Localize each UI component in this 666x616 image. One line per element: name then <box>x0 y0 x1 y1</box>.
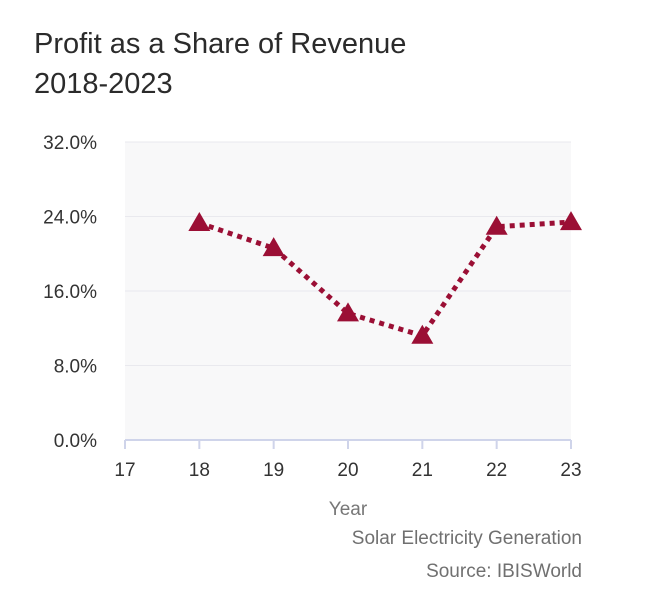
y-tick-label: 16.0% <box>43 282 97 303</box>
x-tick-label: 23 <box>560 460 581 481</box>
y-tick-label: 8.0% <box>54 357 97 378</box>
x-tick-label: 17 <box>114 460 135 481</box>
x-tick-label: 19 <box>263 460 284 481</box>
data-point-marker <box>411 324 434 344</box>
x-tick-label: 21 <box>412 460 433 481</box>
y-tick-label: 32.0% <box>43 133 97 154</box>
x-axis-title: Year <box>329 499 368 520</box>
x-tick-label: 22 <box>486 460 507 481</box>
data-markers <box>188 211 582 344</box>
chart-source: Source: IBISWorld <box>426 561 582 582</box>
x-tick-label: 20 <box>337 460 358 481</box>
data-point-marker <box>337 302 359 322</box>
x-tick-label: 18 <box>189 460 210 481</box>
x-axis: 17 18 19 20 21 22 23 <box>114 439 582 481</box>
y-tick-label: 0.0% <box>54 431 97 452</box>
data-point-marker <box>188 212 211 232</box>
data-point-marker <box>560 211 582 231</box>
y-tick-label: 24.0% <box>43 208 97 229</box>
chart-title: Profit as a Share of Revenue 2018-2023 <box>34 28 407 100</box>
y-axis-labels: 0.0% 8.0% 16.0% 24.0% 32.0% <box>43 133 97 452</box>
data-point-marker <box>485 215 508 235</box>
chart-subtitle: Solar Electricity Generation <box>351 528 582 549</box>
data-point-marker <box>262 237 285 257</box>
